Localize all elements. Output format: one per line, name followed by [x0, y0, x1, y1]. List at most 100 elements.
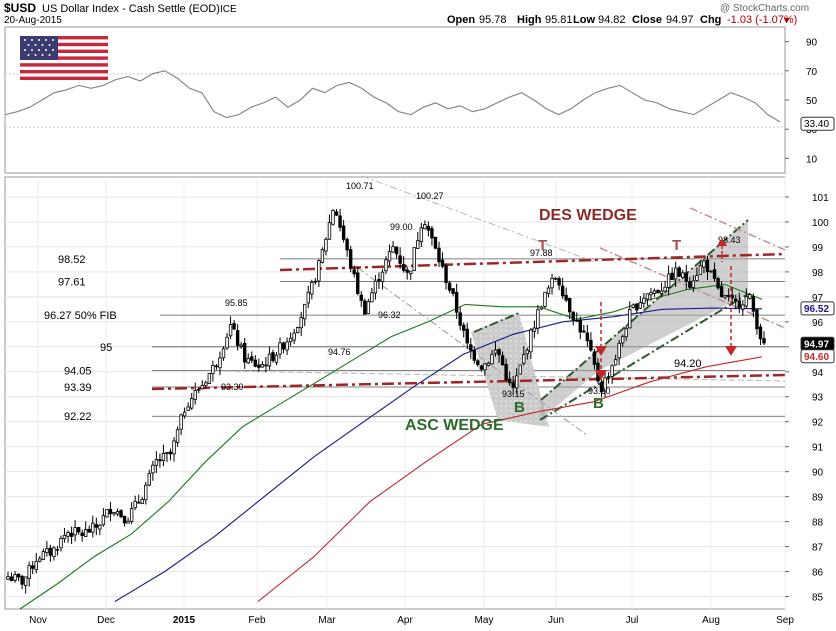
trendline-green-upper	[361, 175, 596, 263]
price-bar-body	[744, 296, 749, 307]
price-bar-body	[631, 304, 635, 309]
price-bar-body	[246, 358, 250, 364]
indicator-tick-label: 50	[806, 96, 818, 107]
price-bar-body	[34, 560, 38, 570]
price-bar-body	[423, 224, 427, 230]
price-bar-body	[73, 527, 77, 536]
price-bar-body	[518, 364, 522, 375]
price-bar-body	[416, 240, 420, 249]
close-value: 94.97	[666, 14, 694, 26]
price-bar-body	[507, 378, 512, 384]
price-bar-body	[391, 246, 395, 253]
high-label: High	[517, 14, 542, 26]
price-bar-body	[151, 464, 155, 474]
price-bar-body	[539, 306, 544, 310]
price-bar-body	[469, 344, 473, 351]
price-bar-body	[190, 398, 194, 409]
price-bar-body	[476, 360, 480, 366]
target-arrows	[595, 238, 737, 380]
arrow-down-2-head	[595, 370, 607, 380]
peak-label-1: 100.71	[346, 181, 374, 191]
price-bar-body	[645, 293, 650, 300]
open-value: 95.78	[479, 14, 507, 26]
price-bar-body	[38, 558, 42, 562]
price-bar-body	[48, 547, 53, 556]
price-bar-body	[16, 573, 21, 578]
chart-date: 20-Aug-2015	[4, 15, 62, 26]
price-bar-body	[691, 280, 696, 288]
trough-label-4: 93.15	[502, 389, 525, 399]
price-bar-body	[532, 327, 537, 332]
price-bar-body	[409, 270, 413, 275]
indicator-line	[4, 70, 781, 123]
indicator-tick-label: 70	[806, 67, 818, 78]
price-bar-body	[250, 356, 254, 361]
trendline-pink-upper	[689, 207, 786, 251]
arrow-up-head	[717, 238, 727, 246]
x-axis-label: Feb	[248, 615, 266, 626]
bottom-marker-2: B	[593, 395, 604, 412]
price-bar-body	[575, 319, 579, 322]
price-bar-body	[9, 576, 14, 582]
symbol-label: $USD	[4, 1, 36, 15]
price-bar-body	[444, 265, 448, 283]
price-bar-body	[709, 270, 713, 273]
price-tick-label: 97	[812, 293, 824, 304]
price-bar-body	[257, 364, 261, 368]
price-bar-body	[27, 565, 31, 579]
price-bar-body	[126, 520, 130, 524]
price-bar-body	[412, 247, 416, 271]
trendline-grey-channel	[357, 267, 589, 437]
price-bar-body	[610, 365, 614, 377]
des-wedge-support-line	[151, 373, 786, 391]
price-bar-body	[479, 365, 484, 370]
bottom-wedge-shading	[471, 313, 549, 427]
price-bar-body	[207, 373, 212, 384]
price-bar-body	[122, 515, 127, 524]
price-bar-body	[299, 317, 303, 329]
close-label: Close	[632, 14, 662, 26]
price-bar-body	[550, 278, 554, 289]
price-last-value-tag	[800, 301, 835, 316]
price-bar-body	[589, 339, 593, 351]
price-bar-body	[613, 359, 618, 366]
indicator-tick-label: 90	[806, 38, 818, 49]
price-bar-body	[762, 338, 766, 344]
bottom-marker-1: B	[514, 399, 525, 416]
price-bar-body	[119, 510, 123, 518]
level-label: 92.22	[64, 411, 92, 423]
price-bar-body	[168, 451, 173, 455]
ohlc-readout: Open 95.78 High 95.81 Low 94.82 Close 94…	[447, 14, 797, 26]
price-bar-body	[327, 222, 332, 240]
price-last-value-tag	[800, 349, 835, 364]
price-bar-body	[359, 294, 363, 301]
price-bar-body	[462, 324, 466, 331]
level-label: 98.52	[58, 254, 86, 266]
price-bar-body	[253, 359, 257, 367]
price-tick-label: 98	[812, 268, 824, 279]
price-bar-body	[617, 342, 621, 359]
watermark: @ StockCharts.com	[720, 3, 809, 14]
price-bar-body	[755, 309, 759, 330]
moving-average-mid	[114, 307, 763, 602]
price-bar-body	[23, 576, 28, 586]
price-bar-body	[606, 376, 611, 378]
level-label: 97.61	[58, 277, 86, 289]
price-bar-body	[76, 527, 81, 533]
price-bar-body	[55, 549, 60, 551]
price-tick-label: 90	[812, 468, 824, 479]
top-marker-2: T	[672, 237, 681, 254]
trough-label-2: 94.76	[328, 347, 351, 357]
price-bar-body	[515, 375, 519, 389]
price-tick-label: 85	[812, 593, 824, 604]
price-bar-body	[635, 303, 639, 311]
price-bar-body	[433, 236, 438, 249]
trough-label-3: 93.39	[221, 382, 244, 392]
price-bar-body	[281, 342, 286, 350]
price-bar-body	[165, 452, 169, 454]
price-bar-body	[193, 390, 197, 400]
price-bar-body	[522, 354, 526, 364]
price-bar-body	[80, 532, 84, 537]
price-bar-body	[748, 294, 752, 299]
